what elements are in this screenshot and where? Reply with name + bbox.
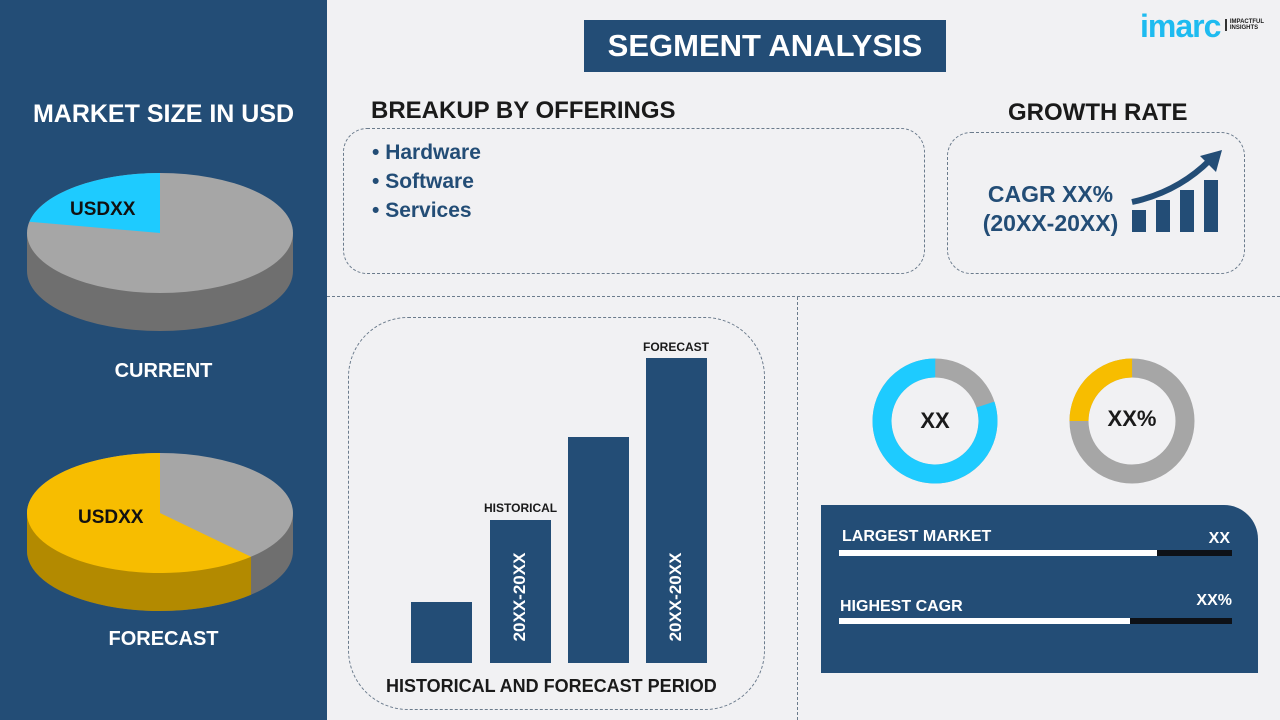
offering-item: • Services [372, 199, 472, 222]
donut-value-2: XX% [1107, 406, 1157, 431]
historical-label: HISTORICAL [484, 501, 558, 515]
donut-fill [1069, 358, 1195, 484]
growth-heading: GROWTH RATE [1008, 99, 1188, 126]
current-pie [27, 173, 293, 331]
offerings-list: • Hardware • Software • Services [372, 138, 481, 225]
period-bar [646, 358, 707, 663]
donut-fill [872, 358, 998, 484]
largest-market-value: XX [1208, 530, 1230, 547]
offerings-box [343, 128, 925, 274]
highest-cagr-bar [839, 618, 1232, 624]
forecast-pie [27, 453, 293, 611]
market-size-heading: MARKET SIZE IN USD [32, 100, 295, 128]
period-bar [490, 519, 551, 663]
stats-panel [821, 505, 1258, 673]
largest-market-label: LARGEST MARKET [842, 528, 992, 545]
forecast-value: USDXX [78, 507, 144, 528]
period-bar [411, 602, 472, 663]
cagr-text: CAGR XX% (20XX-20XX) [982, 181, 1119, 236]
largest-market-bar [839, 550, 1232, 556]
current-pie-highlight-slice [29, 173, 161, 233]
historical-range: 20XX-20XX [510, 552, 529, 642]
forecast-label: FORECAST [108, 628, 219, 650]
divider [797, 297, 798, 720]
highest-cagr-value: XX% [1196, 592, 1232, 609]
growth-box [947, 132, 1245, 274]
current-label: CURRENT [114, 360, 213, 382]
divider [327, 296, 1280, 297]
imarc-logo: imarc IMPACTFUL INSIGHTS [1140, 8, 1271, 45]
donut-charts [872, 358, 1195, 484]
offering-item: • Hardware [372, 141, 481, 164]
growth-chart-arrow-icon [1131, 150, 1222, 232]
offering-item: • Software [372, 170, 474, 193]
donut-value-1: XX [920, 408, 950, 433]
period-chart-box [348, 317, 765, 710]
forecast-pie-highlight-slice [27, 453, 252, 573]
forecast-range: 20XX-20XX [666, 552, 685, 642]
page-title: SEGMENT ANALYSIS [584, 20, 946, 72]
period-bar [568, 437, 629, 663]
forecast-bar-label: FORECAST [643, 340, 709, 354]
offerings-heading: BREAKUP BY OFFERINGS [371, 97, 676, 124]
period-caption: HISTORICAL AND FORECAST PERIOD [386, 676, 717, 696]
current-value: USDXX [70, 199, 136, 220]
highest-cagr-label: HIGHEST CAGR [840, 598, 963, 615]
